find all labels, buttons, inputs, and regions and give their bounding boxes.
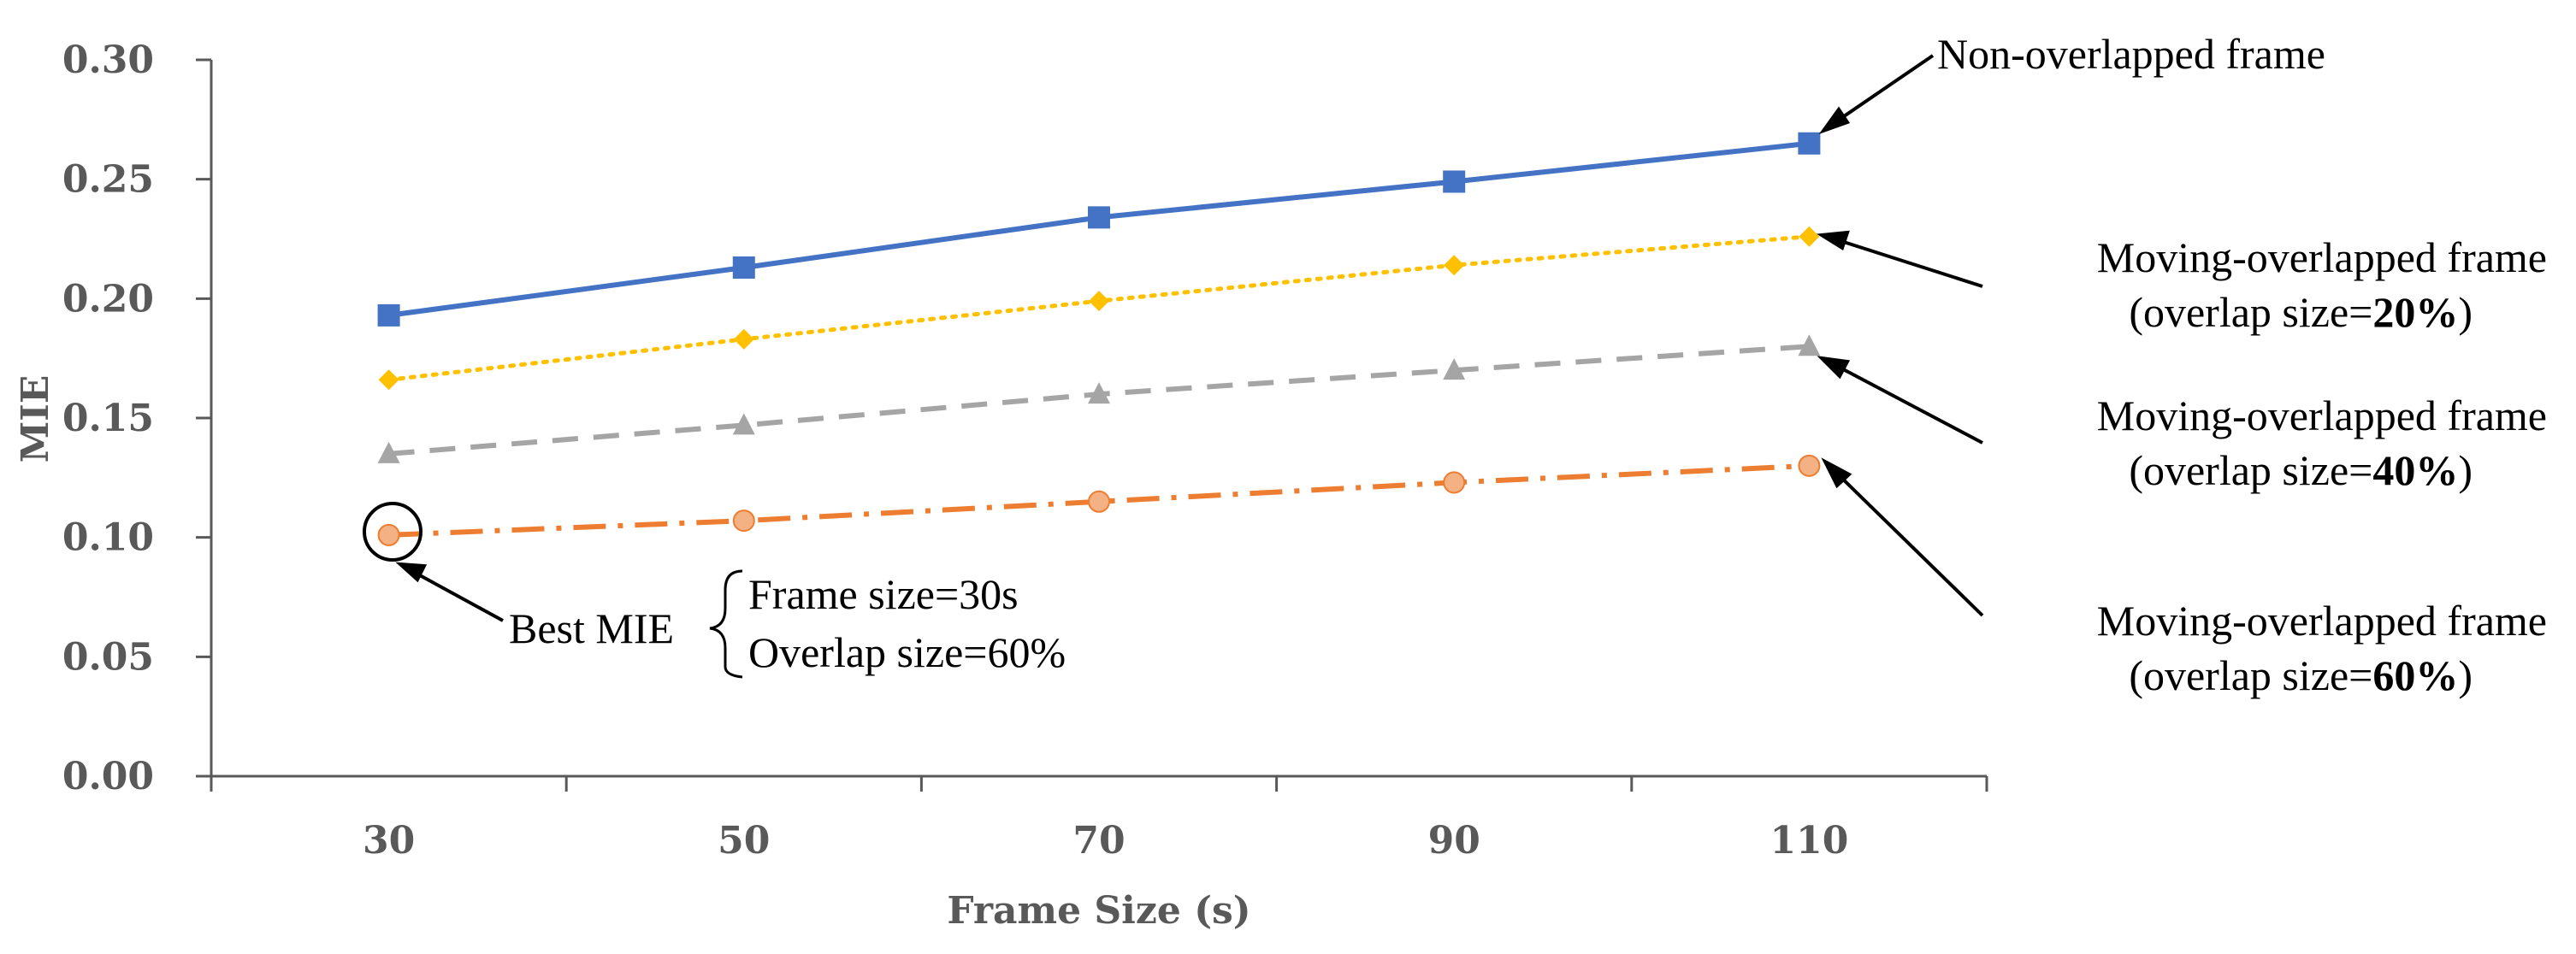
arrow-non-overlapped: [1829, 54, 1935, 127]
data-point: [1798, 334, 1821, 356]
series-4: [377, 454, 1821, 546]
data-point: [733, 328, 754, 350]
data-point: [377, 523, 400, 546]
y-tick-label: 0.30: [62, 38, 154, 82]
x-axis-title: Frame Size (s): [947, 889, 1250, 933]
data-point: [377, 303, 400, 327]
arrow-overlap-60: [1830, 467, 1984, 617]
y-tick-label: 0.15: [62, 397, 154, 440]
best-mie-circle: [363, 502, 422, 562]
data-point: [1798, 132, 1821, 155]
y-tick-label: 0.20: [62, 277, 154, 321]
arrowhead-overlap-60: [1821, 457, 1852, 489]
arrowhead-overlap-40: [1817, 356, 1851, 380]
x-tick-label: 110: [1770, 819, 1848, 863]
y-tick-label: 0.25: [62, 158, 154, 202]
arrow-best-mie: [408, 568, 504, 622]
data-point: [1443, 471, 1466, 494]
label-non-overlapped: Non-overlapped frame: [1937, 30, 2325, 78]
data-point: [1444, 255, 1465, 276]
data-point: [1443, 358, 1466, 380]
best-mie-brace: [709, 569, 743, 679]
x-tick-label: 50: [718, 819, 770, 863]
y-tick-label: 0.10: [62, 516, 154, 560]
label-overlap-20-line2: (overlap size=20%): [2129, 288, 2473, 336]
label-best-frame-size: Frame size=30s: [748, 570, 1019, 618]
data-point: [732, 509, 755, 533]
x-tick-label: 30: [363, 819, 415, 863]
series-1: [377, 132, 1821, 327]
data-point: [377, 441, 400, 463]
data-point: [732, 413, 755, 435]
data-point: [1443, 170, 1466, 193]
series-line: [388, 140, 1810, 318]
annotation-labels: Non-overlapped frame Moving-overlapped f…: [509, 30, 2547, 699]
series-2: [378, 226, 1820, 391]
label-overlap-60-line2: (overlap size=60%): [2129, 651, 2473, 699]
label-overlap-60-line1: Moving-overlapped frame: [2097, 597, 2547, 645]
data-point: [1798, 454, 1821, 477]
label-overlap-40-line2: (overlap size=40%): [2129, 446, 2473, 494]
label-best-overlap-size: Overlap size=60%: [748, 628, 1066, 676]
label-overlap-20-line1: Moving-overlapped frame: [2097, 233, 2547, 281]
arrowhead-non-overlapped: [1818, 106, 1851, 135]
data-point: [732, 256, 755, 280]
x-ticks: 30 50 70 90 110: [210, 776, 1988, 863]
data-point: [1088, 206, 1110, 229]
y-tick-label: 0.00: [62, 755, 154, 798]
x-tick-label: 90: [1428, 819, 1480, 863]
data-point: [378, 369, 399, 391]
y-axis-title: MIE: [14, 375, 57, 463]
annotations: [363, 54, 1984, 679]
axes: [210, 60, 1987, 778]
x-tick-label: 70: [1072, 819, 1125, 863]
series-3: [377, 334, 1821, 463]
y-tick-label: 0.05: [62, 635, 154, 679]
label-overlap-40-line1: Moving-overlapped frame: [2097, 392, 2547, 439]
arrowhead-best-mie: [395, 562, 428, 583]
data-point: [1089, 291, 1109, 312]
series-layer: [377, 132, 1821, 546]
label-best-mie: Best MIE: [509, 604, 674, 652]
data-point: [1088, 490, 1110, 513]
y-ticks: 0.00 0.05 0.10 0.15 0.20 0.25 0.30: [62, 38, 211, 798]
data-point: [1799, 226, 1820, 247]
series-line: [388, 462, 1810, 538]
data-point: [1088, 382, 1110, 404]
arrowhead-overlap-20: [1816, 230, 1850, 251]
arrow-overlap-20: [1829, 236, 1983, 288]
arrow-overlap-40: [1829, 361, 1983, 445]
